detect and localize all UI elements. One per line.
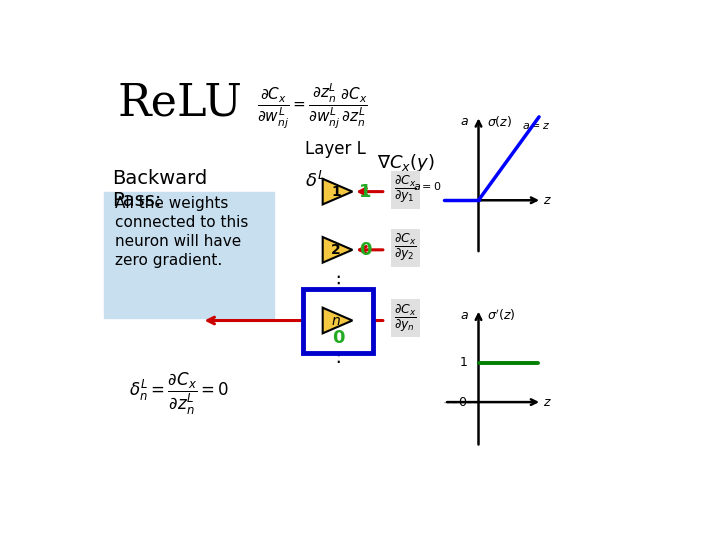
Text: $\sigma'(z)$: $\sigma'(z)$ [487, 307, 516, 323]
Text: ⋮: ⋮ [328, 274, 348, 293]
Polygon shape [323, 308, 352, 333]
Polygon shape [323, 179, 352, 205]
Text: $1$: $1$ [459, 356, 467, 369]
Text: 1: 1 [359, 183, 372, 201]
Polygon shape [323, 237, 352, 262]
Text: ⋮: ⋮ [328, 346, 348, 366]
Text: $\delta_n^L = \dfrac{\partial C_x}{\partial z_n^L} = 0$: $\delta_n^L = \dfrac{\partial C_x}{\part… [129, 370, 230, 417]
Text: $a = z$: $a = z$ [523, 121, 551, 131]
Text: $\dfrac{\partial C_x}{\partial w_{nj}^L} = \dfrac{\partial z_n^L}{\partial w_{nj: $\dfrac{\partial C_x}{\partial w_{nj}^L}… [258, 82, 369, 131]
Text: $\sigma(z)$: $\sigma(z)$ [487, 114, 512, 129]
Text: 1: 1 [331, 185, 341, 199]
Text: $a$: $a$ [459, 116, 469, 129]
Text: $\nabla C_x(y)$: $\nabla C_x(y)$ [377, 152, 435, 174]
Text: $z$: $z$ [543, 194, 552, 207]
Text: $z$: $z$ [543, 396, 552, 409]
Text: All the weights
connected to this
neuron will have
zero gradient.: All the weights connected to this neuron… [115, 196, 248, 268]
Text: 2: 2 [331, 243, 341, 257]
Text: $n$: $n$ [331, 314, 341, 328]
Text: 0: 0 [332, 329, 345, 347]
Text: $\dfrac{\partial C_x}{\partial y_2}$: $\dfrac{\partial C_x}{\partial y_2}$ [394, 232, 417, 264]
Text: $a = 0$: $a = 0$ [413, 180, 441, 192]
Text: Layer L: Layer L [305, 140, 366, 158]
Text: $\delta^L$: $\delta^L$ [305, 171, 325, 191]
Text: $\dfrac{\partial C_x}{\partial y_n}$: $\dfrac{\partial C_x}{\partial y_n}$ [394, 303, 417, 334]
Text: Backward
Pass:: Backward Pass: [112, 168, 207, 210]
Text: $0$: $0$ [458, 396, 467, 409]
Text: 0: 0 [359, 241, 372, 259]
FancyBboxPatch shape [104, 192, 274, 319]
Text: ReLU: ReLU [118, 82, 243, 125]
Text: $a$: $a$ [459, 309, 469, 322]
FancyBboxPatch shape [303, 288, 374, 353]
Text: $\dfrac{\partial C_x}{\partial y_1}$: $\dfrac{\partial C_x}{\partial y_1}$ [394, 174, 417, 205]
